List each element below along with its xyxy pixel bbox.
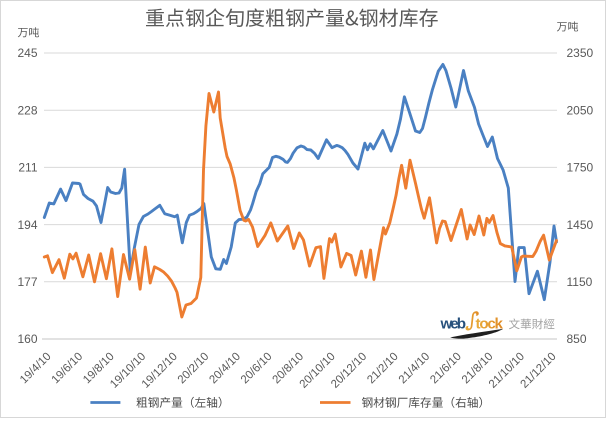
svg-text:228: 228 [17, 103, 37, 117]
svg-text:1150: 1150 [567, 275, 593, 289]
svg-text:tock: tock [476, 315, 504, 332]
svg-text:1750: 1750 [567, 161, 594, 175]
svg-text:1450: 1450 [567, 218, 594, 232]
svg-text:177: 177 [17, 275, 37, 289]
svg-text:web: web [440, 315, 467, 332]
svg-text:211: 211 [18, 161, 37, 175]
svg-text:2050: 2050 [567, 103, 594, 117]
svg-text:160: 160 [17, 332, 37, 346]
svg-text:194: 194 [17, 218, 37, 232]
svg-text:850: 850 [567, 332, 587, 346]
svg-text:245: 245 [17, 46, 37, 60]
svg-text:2350: 2350 [567, 46, 594, 60]
